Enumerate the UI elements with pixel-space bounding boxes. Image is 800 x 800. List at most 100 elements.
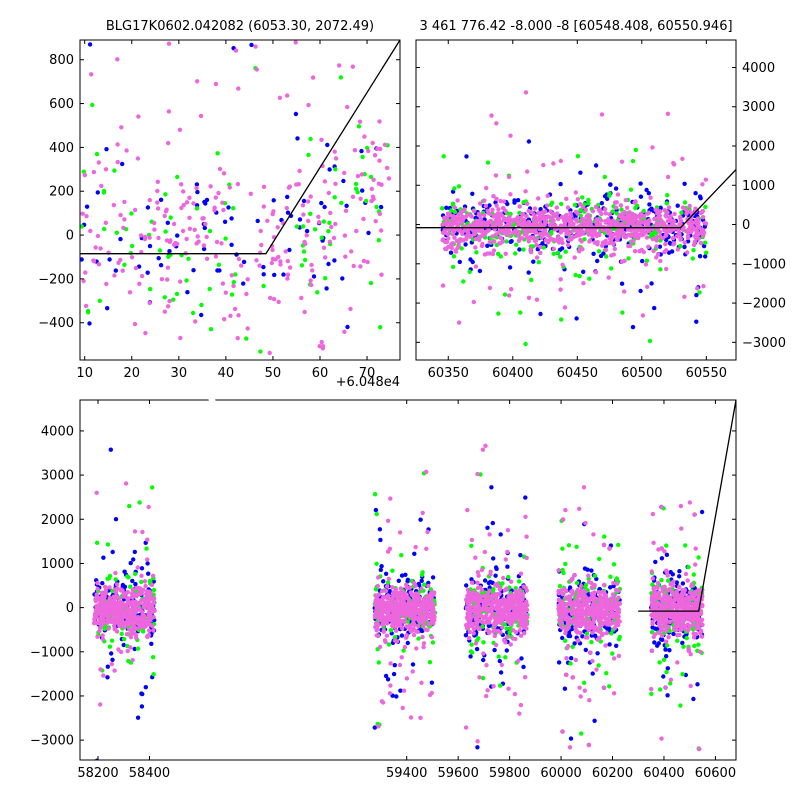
data-point	[199, 302, 204, 308]
data-point	[512, 217, 517, 223]
data-point	[467, 269, 472, 274]
data-point	[586, 197, 591, 203]
data-point	[492, 239, 497, 244]
data-point	[285, 194, 290, 200]
data-point	[408, 590, 413, 595]
data-point	[151, 596, 157, 602]
data-point	[477, 201, 483, 206]
data-point	[150, 608, 155, 613]
data-point	[653, 559, 658, 565]
data-point	[124, 632, 129, 637]
data-point	[121, 642, 126, 648]
data-point	[559, 317, 564, 322]
data-point	[665, 218, 671, 224]
data-point	[491, 194, 496, 199]
data-point	[695, 286, 700, 291]
data-point	[498, 532, 503, 537]
data-point	[584, 631, 590, 636]
data-point	[523, 514, 528, 519]
data-point	[675, 203, 680, 208]
data-point	[697, 290, 702, 295]
panel-top-right-frame	[415, 39, 737, 361]
data-point	[449, 208, 454, 213]
data-point	[397, 662, 403, 668]
data-point	[81, 278, 86, 284]
data-point	[532, 238, 538, 244]
data-point	[319, 235, 324, 240]
data-point	[350, 64, 355, 69]
data-point	[610, 218, 616, 223]
data-point	[603, 643, 608, 648]
data-point	[165, 277, 170, 282]
data-point	[482, 198, 487, 203]
data-point	[332, 258, 337, 263]
data-point	[644, 230, 649, 235]
data-point	[201, 246, 207, 252]
data-point	[340, 276, 345, 281]
data-point	[518, 215, 524, 220]
data-point	[698, 240, 704, 246]
data-point	[620, 310, 625, 315]
data-point	[124, 148, 129, 153]
data-point	[456, 184, 462, 189]
data-point	[136, 621, 141, 627]
data-point	[384, 584, 390, 589]
data-point	[341, 178, 346, 184]
data-point	[245, 326, 250, 331]
data-point	[137, 500, 142, 505]
data-point	[494, 566, 499, 572]
data-point	[463, 242, 468, 247]
data-point	[187, 195, 192, 200]
data-point	[657, 244, 663, 249]
data-point	[95, 233, 101, 239]
data-point	[532, 206, 538, 211]
data-point	[694, 292, 699, 298]
data-point	[80, 224, 84, 229]
data-point	[470, 191, 475, 196]
data-point	[392, 635, 398, 640]
data-point	[461, 279, 466, 284]
data-point	[512, 198, 517, 203]
y-tick-label: 800	[49, 53, 74, 68]
data-point	[110, 657, 115, 662]
data-point	[378, 617, 384, 623]
data-point	[107, 644, 113, 649]
data-point	[394, 598, 399, 604]
data-point	[625, 227, 631, 232]
data-point	[685, 250, 690, 255]
data-point	[222, 317, 227, 322]
data-point	[459, 246, 464, 251]
data-point	[598, 253, 604, 259]
data-point	[463, 633, 469, 638]
data-point	[677, 574, 682, 579]
data-point	[485, 160, 491, 165]
data-point	[475, 570, 481, 575]
data-point	[113, 607, 118, 612]
data-point	[100, 633, 105, 638]
data-point	[461, 215, 467, 220]
data-point	[503, 557, 508, 562]
data-point	[374, 604, 380, 610]
data-point	[354, 186, 359, 192]
data-point	[469, 537, 475, 543]
data-point	[113, 268, 119, 273]
data-point	[684, 211, 689, 216]
y-tick-label: 1000	[742, 179, 775, 194]
data-point	[227, 185, 232, 190]
data-point	[226, 205, 231, 210]
data-point	[343, 208, 349, 213]
data-point	[257, 263, 262, 268]
data-point	[481, 599, 486, 604]
data-point	[254, 67, 259, 72]
data-point	[429, 680, 435, 685]
data-point	[362, 134, 367, 139]
data-point	[592, 633, 598, 638]
data-point	[147, 197, 152, 203]
data-point	[492, 633, 497, 639]
data-point	[496, 311, 501, 316]
data-point	[573, 272, 578, 278]
data-point	[608, 228, 613, 234]
data-point	[424, 546, 429, 551]
data-point	[691, 242, 697, 248]
